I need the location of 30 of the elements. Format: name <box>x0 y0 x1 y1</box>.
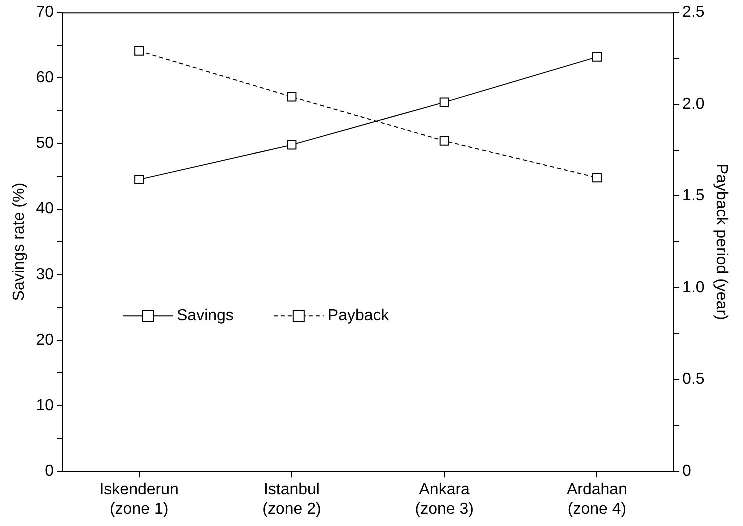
y-tick-label: 20 <box>36 332 54 349</box>
y-tick-label: 0 <box>45 463 54 480</box>
y2-tick-label: 0.5 <box>682 371 705 388</box>
y-tick-label: 30 <box>36 266 54 284</box>
y2-tick-label: 1.0 <box>682 279 705 296</box>
y-tick-label: 10 <box>36 397 54 414</box>
point <box>592 52 602 62</box>
x-tick-label: Istanbul (zone 2) <box>262 482 322 518</box>
y2-tick-label: 2.5 <box>682 4 705 22</box>
x-tick-label: Iskenderun (zone 1) <box>100 482 179 518</box>
point <box>592 173 602 183</box>
y-axis-title: Savings rate (%) <box>11 182 28 302</box>
x-tick-label: Ardahan (zone 4) <box>566 482 628 518</box>
point <box>287 140 297 150</box>
y-tick-label: 40 <box>36 200 54 218</box>
point <box>134 46 144 56</box>
y2-tick-label: 1.5 <box>682 188 705 205</box>
y2-tick-label: 0 <box>682 463 692 480</box>
point <box>287 92 297 102</box>
y2-axis-title: Payback period (year) <box>712 164 730 320</box>
legend-label: Payback <box>328 308 390 325</box>
y-tick-label: 70 <box>36 4 54 22</box>
point <box>134 175 144 185</box>
x-tick-label: Ankara (zone 3) <box>415 482 474 518</box>
y2-tick-label: 2.0 <box>682 96 705 113</box>
y-tick-label: 60 <box>36 70 54 87</box>
y-tick-label: 50 <box>36 135 54 152</box>
legend-label: Savings <box>176 308 234 325</box>
point <box>440 136 450 146</box>
point <box>440 98 450 108</box>
